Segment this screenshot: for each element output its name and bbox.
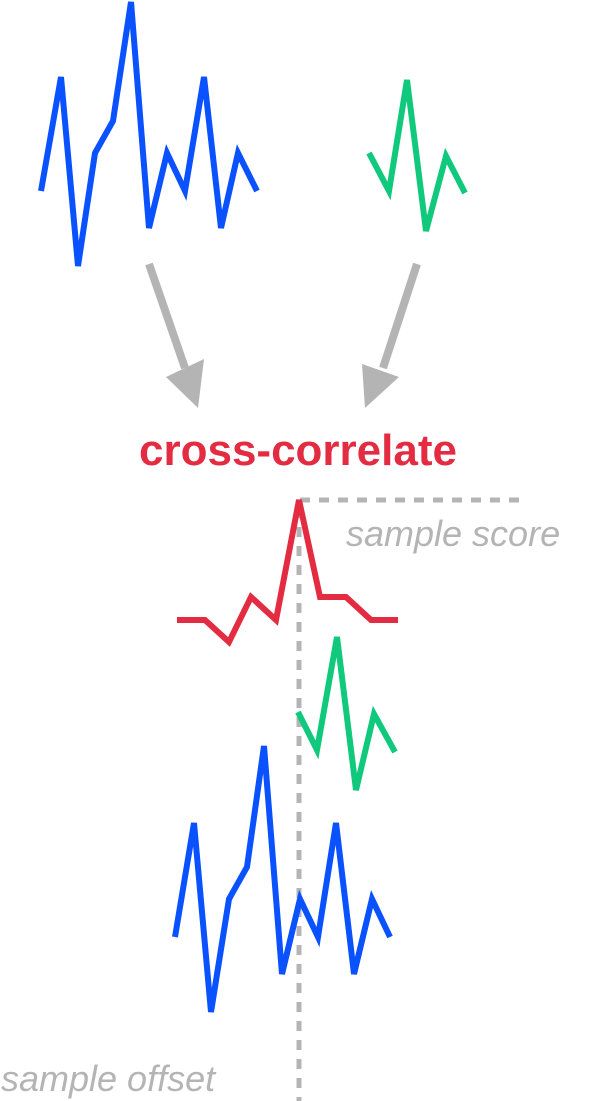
- signal-waveform-bottom: [172, 745, 393, 1013]
- operation-title: cross-correlate: [139, 426, 457, 475]
- down-arrow-icon: [145, 262, 204, 408]
- kernel-waveform-top: [366, 79, 468, 232]
- sample-score-label: sample score: [346, 513, 560, 554]
- correlation-result-waveform: [177, 499, 398, 647]
- sample-offset-label: sample offset: [1, 1058, 217, 1099]
- down-arrow-icon: [362, 262, 421, 408]
- kernel-waveform-aligned: [295, 636, 398, 791]
- signal-waveform-top: [38, 1, 260, 267]
